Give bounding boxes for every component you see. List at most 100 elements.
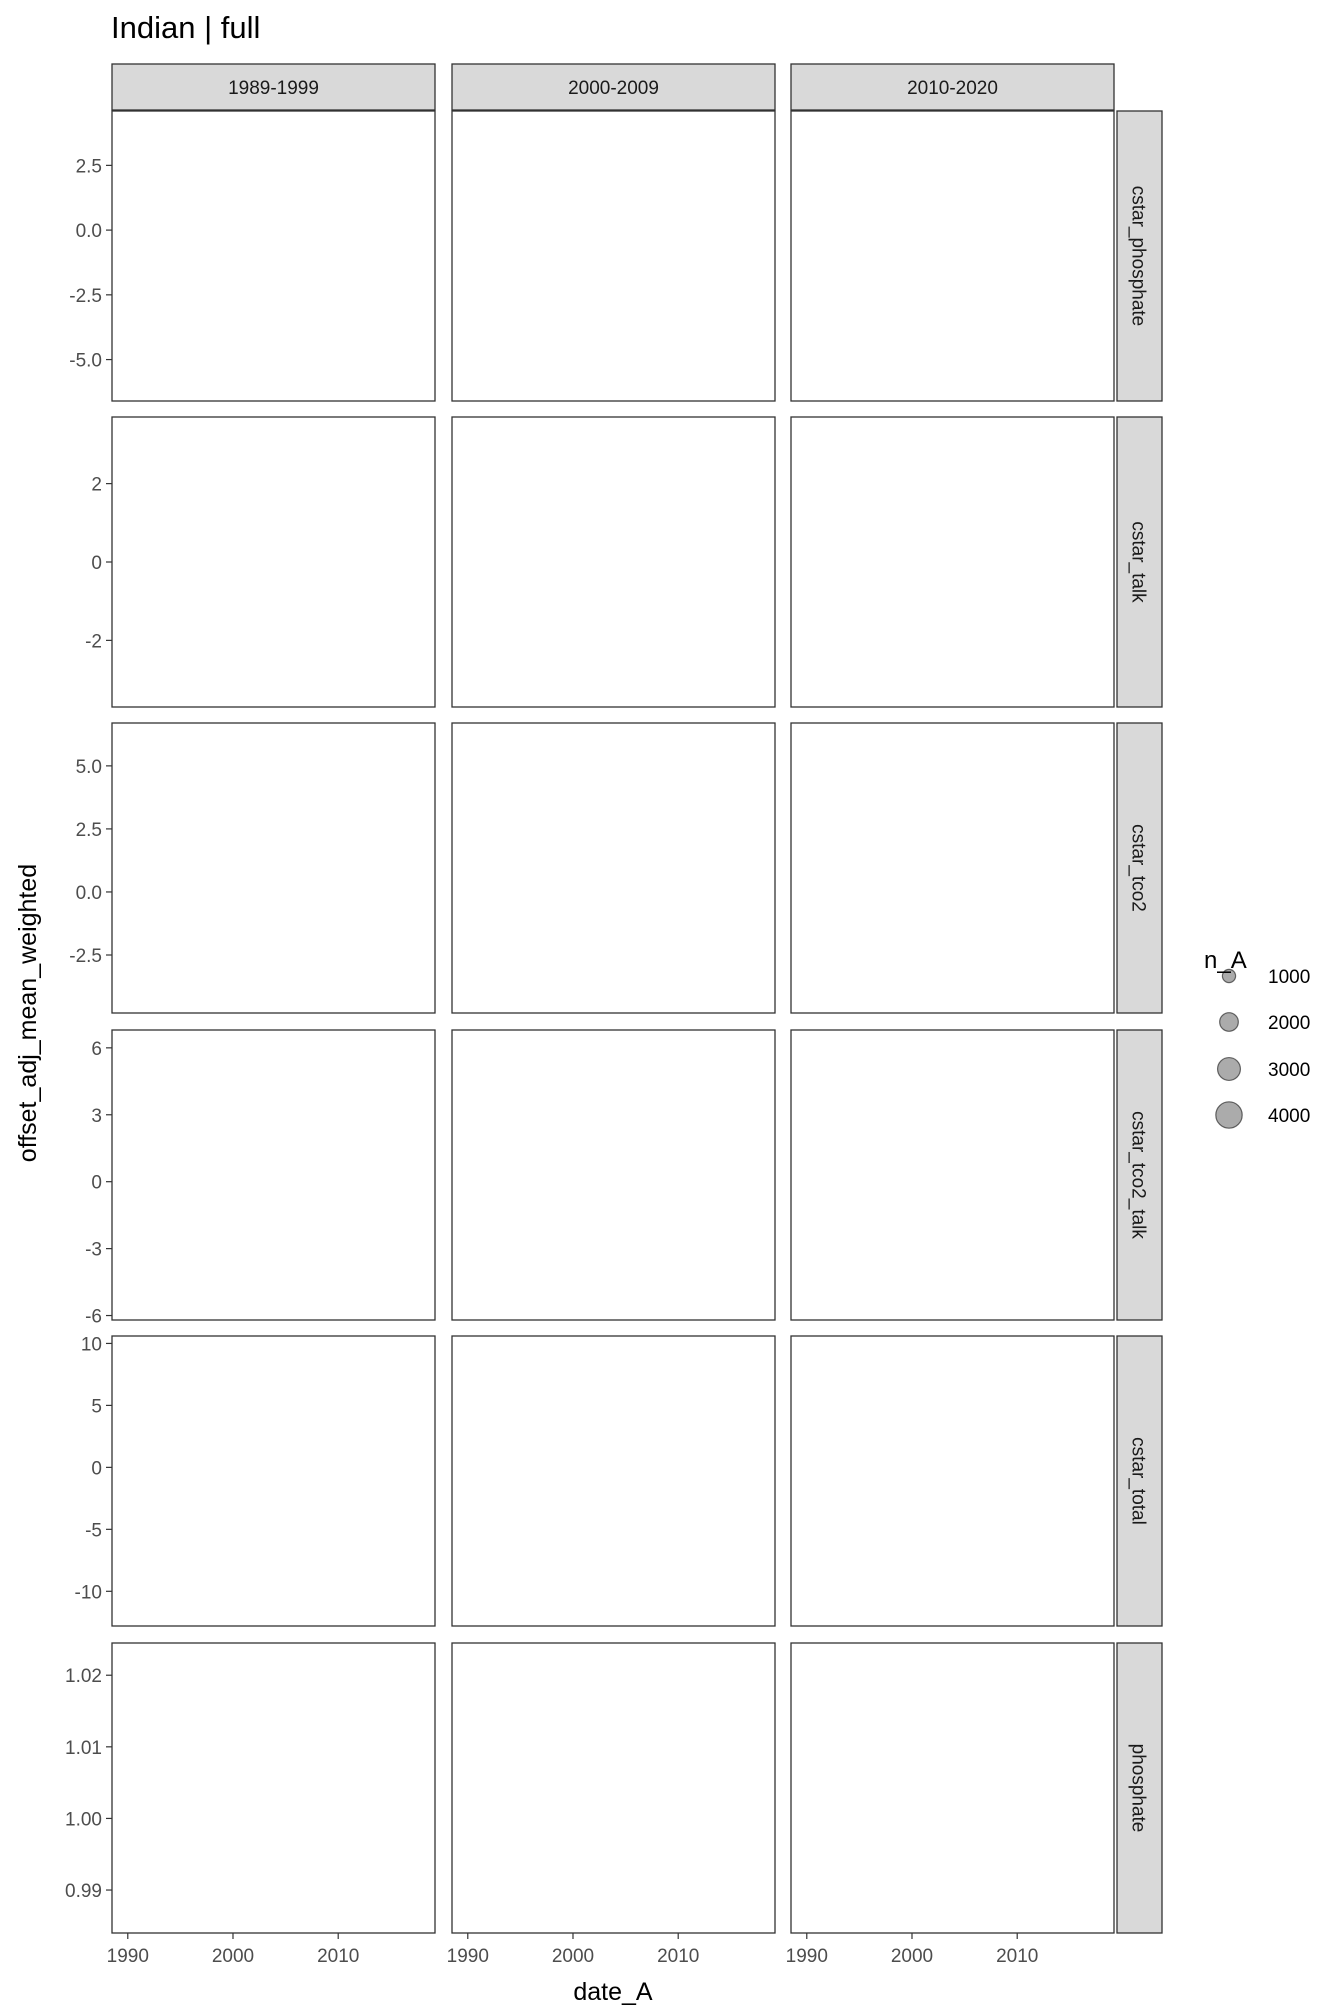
x-tick-label: 1990 bbox=[447, 1946, 489, 1967]
facet-panel: 1990 2000 2010 bbox=[786, 1642, 1115, 1967]
row-strip-label: cstar_phosphate bbox=[1128, 186, 1149, 327]
panel-border bbox=[451, 722, 776, 1014]
column-strip-label: 1989-1999 bbox=[228, 78, 319, 99]
size-legend: n_A 1000 2000 3000 4000 bbox=[1204, 947, 1310, 1129]
row-strip bbox=[1116, 416, 1163, 708]
panel-border bbox=[111, 722, 436, 1014]
facet-panel: 1990 2000 2010 bbox=[447, 1642, 776, 1967]
row-strip bbox=[1116, 110, 1163, 402]
facet-panel: 1.02 1.01 1.00 0.99 1990 2000 2010 bbox=[65, 1642, 436, 1967]
y-tick-label: 6 bbox=[91, 1039, 102, 1060]
facet-panel: 2 0 -2 bbox=[85, 416, 436, 708]
facet-panel bbox=[790, 722, 1115, 1014]
panel-border bbox=[451, 1642, 776, 1934]
facet-panel bbox=[790, 416, 1115, 708]
panel-border bbox=[451, 1029, 776, 1321]
row-strip bbox=[1116, 1029, 1163, 1321]
x-tick-label: 2010 bbox=[317, 1946, 359, 1967]
x-tick-label: 1990 bbox=[107, 1946, 149, 1967]
y-tick-label: 2.5 bbox=[76, 156, 102, 177]
panel-border bbox=[111, 1029, 436, 1321]
y-tick-label: -10 bbox=[75, 1582, 102, 1603]
facet-panel bbox=[451, 722, 776, 1014]
panel-border bbox=[790, 1335, 1115, 1627]
chart-title: Indian | full bbox=[111, 10, 260, 45]
y-tick-label: 10 bbox=[81, 1334, 102, 1355]
y-tick-label: 0.99 bbox=[65, 1881, 102, 1902]
legend-key bbox=[1215, 1101, 1243, 1129]
x-tick-label: 2010 bbox=[657, 1946, 699, 1967]
legend-title: n_A bbox=[1204, 947, 1247, 974]
panel-border bbox=[111, 416, 436, 708]
panel-border bbox=[111, 1642, 436, 1934]
panel-border bbox=[451, 110, 776, 402]
row-strip-label: cstar_talk bbox=[1128, 521, 1149, 603]
y-tick-label: 1.00 bbox=[65, 1809, 102, 1830]
x-tick-label: 2000 bbox=[212, 1946, 254, 1967]
facet-panel bbox=[451, 110, 776, 402]
y-tick-label: 2 bbox=[91, 475, 102, 496]
legend-label: 1000 bbox=[1268, 967, 1310, 988]
panel-border bbox=[451, 1335, 776, 1627]
column-strip bbox=[111, 63, 436, 111]
column-strip-label: 2000-2009 bbox=[568, 78, 659, 99]
column-strip bbox=[451, 63, 776, 111]
panel-border bbox=[790, 722, 1115, 1014]
row-strip-label: phosphate bbox=[1128, 1744, 1149, 1833]
facet-panel bbox=[451, 416, 776, 708]
panel-border bbox=[111, 110, 436, 402]
panel-border bbox=[111, 1335, 436, 1627]
y-tick-label: 2.5 bbox=[76, 820, 102, 841]
facet-panel: 5.0 2.5 0.0 -2.5 bbox=[69, 722, 436, 1014]
y-tick-label: 0 bbox=[91, 1173, 102, 1194]
legend-key bbox=[1219, 1012, 1239, 1032]
x-tick-label: 2000 bbox=[552, 1946, 594, 1967]
panel-border bbox=[790, 416, 1115, 708]
panel-border bbox=[451, 416, 776, 708]
facet-panel bbox=[790, 1029, 1115, 1321]
column-strip-label: 2010-2020 bbox=[907, 78, 998, 99]
column-strips: 1989-1999 2000-2009 2010-2020 bbox=[111, 63, 1115, 111]
x-tick-label: 2010 bbox=[996, 1946, 1038, 1967]
facet-panel bbox=[451, 1335, 776, 1627]
y-tick-label: 3 bbox=[91, 1106, 102, 1127]
y-tick-label: 0 bbox=[91, 553, 102, 574]
legend-key bbox=[1221, 968, 1237, 984]
column-strip bbox=[790, 63, 1115, 111]
y-tick-label: -2 bbox=[85, 631, 102, 652]
y-tick-label: 0.0 bbox=[76, 883, 102, 904]
row-strip bbox=[1116, 722, 1163, 1014]
facet-panel: 2.5 0.0 -2.5 -5.0 bbox=[69, 110, 436, 402]
y-axis-title: offset_adj_mean_weighted bbox=[14, 864, 42, 1162]
facet-panel bbox=[451, 1029, 776, 1321]
y-tick-label: -2.5 bbox=[69, 286, 102, 307]
panel-border bbox=[790, 1642, 1115, 1934]
legend-label: 2000 bbox=[1268, 1013, 1310, 1034]
y-tick-label: 1.02 bbox=[65, 1666, 102, 1687]
y-tick-label: -6 bbox=[85, 1307, 102, 1328]
y-tick-label: 5 bbox=[91, 1396, 102, 1417]
row-strips: cstar_phosphate cstar_talk cstar_tco2cstar… bbox=[1116, 110, 1163, 1934]
row-strip-label: cstar_total bbox=[1128, 1437, 1149, 1525]
facet-panel: 10 5 0 -5 -10 bbox=[75, 1334, 436, 1627]
y-tick-label: 0.0 bbox=[76, 221, 102, 242]
y-tick-label: -5.0 bbox=[69, 351, 102, 372]
x-tick-label: 1990 bbox=[786, 1946, 828, 1967]
y-tick-label: 5.0 bbox=[76, 757, 102, 778]
legend-label: 3000 bbox=[1268, 1060, 1310, 1081]
y-tick-label: 1.01 bbox=[65, 1738, 102, 1759]
panel-border bbox=[790, 110, 1115, 402]
x-axis-title: date_A bbox=[573, 1978, 653, 2006]
legend-key bbox=[1216, 1056, 1242, 1082]
y-tick-label: 0 bbox=[91, 1458, 102, 1479]
facet-panel: 6 3 0 -3 -6 bbox=[85, 1029, 436, 1328]
panel-grid: 2.5 0.0 -2.5 -5.0 2 0 -2 5.0 2.5 0.0 -2.5 6 3 0 -3 -6 10… bbox=[65, 110, 1115, 1967]
row-strip bbox=[1116, 1335, 1163, 1627]
row-strip-label: cstar_tco2_talk bbox=[1128, 1111, 1149, 1239]
facet-panel bbox=[790, 110, 1115, 402]
facet-panel bbox=[790, 1335, 1115, 1627]
x-tick-label: 2000 bbox=[891, 1946, 933, 1967]
row-strip bbox=[1116, 1642, 1163, 1934]
legend-label: 4000 bbox=[1268, 1106, 1310, 1127]
